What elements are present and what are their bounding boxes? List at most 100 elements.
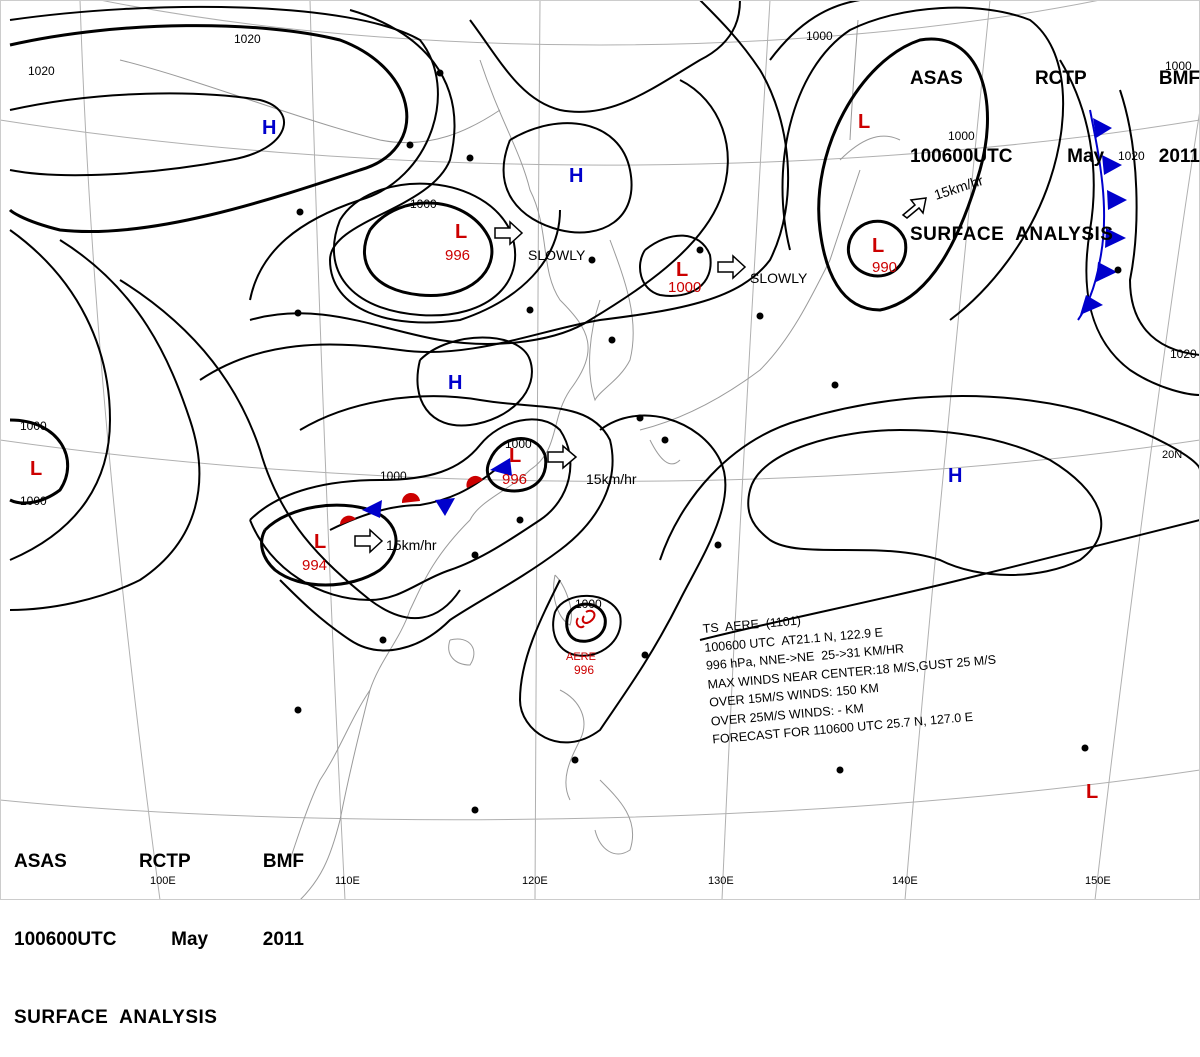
- parallel-20n: [0, 439, 1200, 482]
- station-circle: [1114, 266, 1122, 274]
- isobar-north-b: [328, 9, 561, 324]
- high-center: H: [448, 372, 462, 394]
- isobar-label: 1000: [410, 197, 437, 211]
- station-circle: [294, 706, 302, 714]
- sakhalin: [849, 19, 859, 141]
- header-title: SURFACE ANALYSIS: [14, 1007, 218, 1028]
- graticule-labels: 100E 110E 120E 130E 140E 150E 20N: [150, 449, 1182, 887]
- low-center: L: [1086, 781, 1098, 803]
- station-circle: [836, 766, 844, 774]
- isobar-label: 1000: [20, 494, 47, 508]
- low-pressure-value: 994: [302, 557, 327, 574]
- isobar-central-a: [249, 79, 729, 345]
- arrow-icon: [547, 444, 578, 470]
- station-circle: [756, 312, 764, 320]
- warm-front-symbol: [339, 515, 356, 525]
- station-circle: [1081, 744, 1089, 752]
- station-circle: [436, 69, 444, 77]
- header-station: RCTP: [138, 851, 191, 872]
- station-circle: [641, 651, 649, 659]
- lat-label: 20N: [1162, 449, 1182, 461]
- station-circle: [608, 336, 616, 344]
- frontal-line: [329, 469, 496, 531]
- header-code: BMF: [1158, 68, 1200, 89]
- lon-label: 110E: [335, 875, 360, 887]
- japan-kyushu: [649, 439, 681, 465]
- meridian-130e: [721, 0, 771, 900]
- typhoon-pressure: 996: [574, 663, 594, 677]
- station-circle: [526, 306, 534, 314]
- arrow-icon: [494, 220, 524, 246]
- station-circle: [588, 256, 596, 264]
- station-circle: [471, 551, 479, 559]
- cold-front-symbol: [490, 458, 512, 476]
- station-circle: [379, 636, 387, 644]
- arrow-icon: [717, 254, 747, 280]
- parallel-30n: [0, 119, 1200, 166]
- isobar-low-990-inner: [846, 219, 908, 278]
- station-circle: [471, 806, 479, 814]
- movement-label: 15km/hr: [586, 471, 637, 487]
- cold-front-symbol: [1080, 295, 1103, 315]
- header-time: 100600UTC: [14, 929, 117, 950]
- header-month: May: [171, 929, 209, 950]
- isobar-1020-nw: [8, 24, 409, 234]
- header-agency: ASAS: [14, 851, 67, 872]
- warm-front-symbol: [401, 492, 420, 503]
- lon-label: 120E: [522, 875, 548, 887]
- low-pressure-value: 996: [502, 471, 527, 488]
- low-pressure-value: 1000: [668, 279, 701, 296]
- header-top: ASAS RCTP BMF 100600UTC May 2011 SURFACE…: [910, 14, 1200, 274]
- station-circle: [406, 141, 414, 149]
- isobars: [8, 0, 1200, 744]
- isobar-typhoon-inner: [565, 602, 607, 643]
- header-year: 2011: [262, 929, 304, 950]
- header-line-1: ASAS RCTP BMF: [910, 66, 1200, 92]
- isobar-low-1000-east: [639, 234, 712, 297]
- surface-analysis-map: 1020 1020 1000 1000 1000 1000 1000 1000 …: [0, 0, 1200, 900]
- header-line-2: 100600UTC May 2011: [14, 927, 304, 953]
- meridian-120e: [534, 0, 541, 900]
- isobar-west-a: [9, 229, 112, 561]
- isobar-labels: 1020 1020 1000 1000 1000 1000 1000 1000 …: [20, 29, 1197, 611]
- isobar-1000-west: [9, 418, 70, 505]
- station-circle: [516, 516, 524, 524]
- isobar-label: 1020: [1170, 347, 1197, 361]
- isobar-east-outer: [659, 395, 1200, 561]
- isobar-994-inner: [260, 503, 398, 587]
- arrow-icon: [901, 197, 927, 219]
- isobar-996-b: [485, 437, 548, 493]
- isobar-nw-inner: [9, 92, 285, 177]
- isobar-far-east: [1059, 59, 1200, 396]
- isobar-label: 1000: [505, 437, 532, 451]
- parallel-40n: [99, 0, 1101, 46]
- low-center: L: [858, 111, 870, 133]
- typhoon-icon: [575, 609, 596, 629]
- header-bottom: ASAS RCTP BMF 100600UTC May 2011 SURFACE…: [14, 797, 304, 1057]
- isobar-label: 1000: [380, 469, 407, 483]
- typhoon-aere: AERE 996: [566, 609, 596, 677]
- header-agency: ASAS: [910, 68, 963, 89]
- typhoon-name: AERE: [566, 651, 596, 663]
- isobar-sw-a: [119, 279, 461, 619]
- isobar-northeast-b: [769, 0, 861, 61]
- lon-label: 140E: [892, 875, 918, 887]
- korea: [589, 239, 634, 402]
- header-month: May: [1067, 146, 1105, 167]
- cold-front-symbol: [1107, 190, 1127, 210]
- isobar-typhoon-1000: [552, 594, 622, 657]
- meridian-140e: [904, 0, 991, 900]
- isobar-label: 1020: [1118, 149, 1145, 163]
- pressure-centers: H H H H L 996 L 1000 L 990 L L 996 L 994…: [30, 111, 1098, 803]
- isobar-south-east: [699, 519, 1200, 641]
- meridian-110e: [309, 0, 346, 900]
- low-center: L: [30, 458, 42, 480]
- parallel-10n: [0, 769, 1200, 821]
- cold-front-symbol: [1093, 118, 1112, 138]
- isobar-label: 1000: [1165, 59, 1192, 73]
- mongolia-border: [119, 59, 501, 144]
- lon-label: 100E: [150, 875, 176, 887]
- cold-front-symbol: [1102, 155, 1122, 175]
- station-circle: [696, 246, 704, 254]
- cold-front-symbol: [435, 498, 455, 516]
